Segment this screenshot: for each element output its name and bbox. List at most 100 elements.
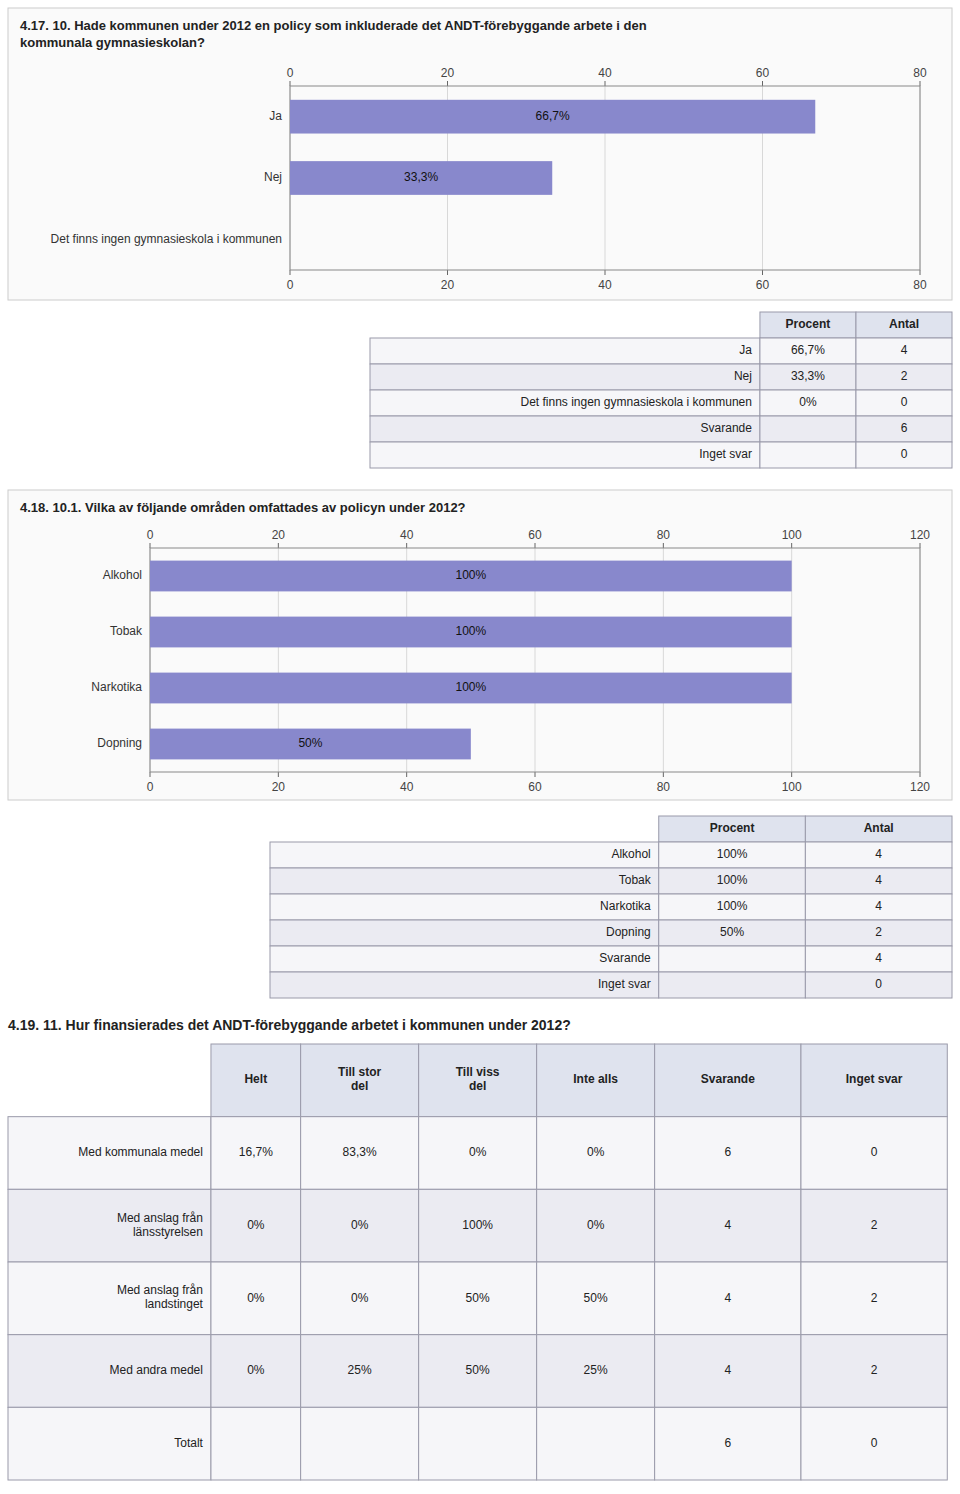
tick-mark	[762, 270, 763, 275]
table-cell	[301, 1407, 419, 1480]
category-label: Dopning	[97, 736, 142, 750]
table-cell	[655, 1189, 801, 1262]
tick-label: 20	[272, 780, 286, 794]
tick-label: 20	[441, 278, 455, 292]
page-root: 4.17. 10. Hade kommunen under 2012 en po…	[0, 0, 960, 1494]
cell-value: 66,7%	[791, 343, 825, 357]
row-label-cell	[370, 390, 760, 416]
table: ProcentAntalAlkohol100%4Tobak100%4Narkot…	[270, 816, 952, 998]
bar	[290, 161, 552, 195]
row-label: Nej	[734, 369, 752, 383]
row-label: Alkohol	[611, 847, 650, 861]
cell-value: 33,3%	[791, 369, 825, 383]
tick-label: 60	[756, 278, 770, 292]
table-cell	[760, 390, 856, 416]
chart-title: 4.18. 10.1. Vilka av följande områden om…	[20, 500, 466, 515]
cell-value: 4	[724, 1291, 731, 1305]
cell-value: 0%	[247, 1291, 265, 1305]
column-header: Helt	[244, 1073, 267, 1087]
data-labels: 66,7%33,3%	[404, 109, 570, 184]
table-cell	[655, 1335, 801, 1408]
cell-value: 6	[724, 1436, 731, 1450]
table-cell	[211, 1335, 301, 1408]
table-cell	[856, 364, 952, 390]
table-cell	[655, 1117, 801, 1190]
tick-label: 20	[272, 528, 286, 542]
table-cell	[760, 416, 856, 442]
row-label-cell	[8, 1117, 211, 1190]
cell-value: 25%	[584, 1363, 608, 1377]
tick-label: 80	[913, 278, 927, 292]
bar-chart: 4.17. 10. Hade kommunen under 2012 en po…	[8, 8, 952, 300]
column-header: Procent	[786, 317, 831, 331]
table: 4.19. 11. Hur finansierades det ANDT-för…	[8, 1017, 947, 1480]
tick-mark	[278, 543, 279, 548]
cell-value: 16,7%	[239, 1145, 273, 1159]
row-label-cell	[370, 442, 760, 468]
tick-label: 100	[782, 780, 802, 794]
tick-mark	[150, 772, 151, 777]
tick-mark	[406, 543, 407, 548]
cell-value: 0%	[247, 1363, 265, 1377]
cell-value: 100%	[717, 847, 748, 861]
tick-mark	[791, 543, 792, 548]
table-cell	[659, 842, 806, 868]
tick-label: 0	[287, 66, 294, 80]
bar	[290, 100, 815, 134]
tick-label: 120	[910, 528, 930, 542]
column-header: Till vissdel	[456, 1066, 500, 1094]
header-cell	[760, 312, 856, 338]
bar	[150, 673, 792, 704]
data-labels: 100%100%100%50%	[298, 568, 486, 750]
row-label: Inget svar	[699, 447, 752, 461]
tick-label: 40	[598, 278, 612, 292]
tick-mark	[920, 270, 921, 275]
table-cell	[659, 972, 806, 998]
table-cell	[537, 1335, 655, 1408]
header-cell	[419, 1044, 537, 1117]
tick-label: 100	[782, 528, 802, 542]
table-cell	[659, 868, 806, 894]
cell-value: 6	[901, 421, 908, 435]
column-header: Procent	[710, 821, 755, 835]
tick-label: 0	[147, 780, 154, 794]
bar	[150, 617, 792, 648]
table-cell	[805, 920, 952, 946]
row-label-cell	[370, 416, 760, 442]
table-cell	[801, 1262, 947, 1335]
category-label: Narkotika	[91, 680, 142, 694]
table-cell	[760, 364, 856, 390]
table-cell	[419, 1262, 537, 1335]
cell-value: 50%	[466, 1291, 490, 1305]
table-cell	[211, 1262, 301, 1335]
row-label: Med anslag frånlandstinget	[117, 1284, 204, 1312]
table-cell	[211, 1407, 301, 1480]
table-cell	[659, 946, 806, 972]
row-label: Dopning	[606, 925, 651, 939]
table-cell	[659, 920, 806, 946]
row-label-cell	[8, 1407, 211, 1480]
tick-mark	[278, 772, 279, 777]
table-cell	[659, 894, 806, 920]
table-cell	[301, 1335, 419, 1408]
row-label-cell	[270, 972, 659, 998]
table-cell	[856, 338, 952, 364]
category-label: Nej	[264, 170, 282, 184]
tick-mark	[791, 772, 792, 777]
bars	[150, 561, 792, 760]
cell-value: 25%	[348, 1363, 372, 1377]
header-cell	[301, 1044, 419, 1117]
tick-label: 120	[910, 780, 930, 794]
table-cell	[805, 868, 952, 894]
tick-mark	[605, 81, 606, 86]
cell-value: 83,3%	[343, 1145, 377, 1159]
table-cell	[537, 1189, 655, 1262]
cell-value: 2	[871, 1218, 878, 1232]
row-label-cell	[270, 842, 659, 868]
table-cell	[419, 1335, 537, 1408]
row-label-cell	[8, 1262, 211, 1335]
data-label: 50%	[298, 736, 322, 750]
cell-value: 2	[871, 1363, 878, 1377]
table-cell	[801, 1189, 947, 1262]
bar	[150, 561, 792, 592]
